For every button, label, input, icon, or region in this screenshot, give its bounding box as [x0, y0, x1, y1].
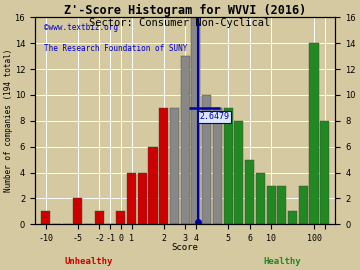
Bar — [288, 211, 297, 224]
Bar — [299, 185, 308, 224]
Bar — [192, 17, 201, 224]
Bar — [116, 211, 125, 224]
Bar — [159, 108, 168, 224]
Bar — [320, 121, 329, 224]
Text: 2.6479: 2.6479 — [200, 112, 230, 122]
Bar — [213, 108, 222, 224]
Bar — [95, 211, 104, 224]
Bar — [170, 108, 179, 224]
Text: Healthy: Healthy — [263, 257, 301, 266]
Bar — [245, 160, 254, 224]
Bar — [224, 108, 233, 224]
Bar — [277, 185, 286, 224]
X-axis label: Score: Score — [172, 243, 199, 252]
Bar — [256, 173, 265, 224]
Bar — [127, 173, 136, 224]
Text: ©www.textbiz.org: ©www.textbiz.org — [44, 23, 118, 32]
Text: Unhealthy: Unhealthy — [64, 257, 113, 266]
Bar — [202, 95, 211, 224]
Text: The Research Foundation of SUNY: The Research Foundation of SUNY — [44, 44, 187, 53]
Bar — [138, 173, 147, 224]
Bar — [310, 43, 319, 224]
Bar — [266, 185, 276, 224]
Bar — [73, 198, 82, 224]
Bar — [181, 56, 190, 224]
Text: Sector: Consumer Non-Cyclical: Sector: Consumer Non-Cyclical — [89, 18, 271, 28]
Title: Z'-Score Histogram for WVVI (2016): Z'-Score Histogram for WVVI (2016) — [64, 4, 306, 17]
Bar — [148, 147, 158, 224]
Bar — [41, 211, 50, 224]
Y-axis label: Number of companies (194 total): Number of companies (194 total) — [4, 49, 13, 193]
Bar — [234, 121, 243, 224]
